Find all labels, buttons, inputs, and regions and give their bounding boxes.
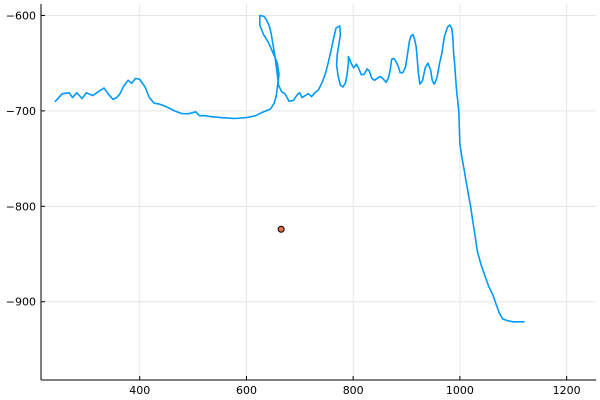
x-tick-label-1: 600	[236, 384, 257, 397]
x-tick-label-3: 1000	[446, 384, 474, 397]
series-line-0-0	[54, 14, 525, 323]
axes	[40, 4, 596, 381]
x-tick-label-0: 400	[129, 384, 150, 397]
x-tick-label-4: 1200	[553, 384, 581, 397]
y-tick-label-1: −700	[6, 105, 36, 118]
tick-labels: 400 600 800 1000 1200 −600 −700 −800 −900	[6, 9, 581, 397]
y-tick-label-3: −900	[6, 296, 36, 309]
data-point-1-0	[277, 225, 285, 233]
x-tick-label-2: 800	[343, 384, 364, 397]
y-tick-label-2: −800	[6, 200, 36, 213]
grid-lines	[41, 4, 596, 380]
series-group	[54, 14, 525, 323]
y-tick-label-0: −600	[6, 9, 36, 22]
